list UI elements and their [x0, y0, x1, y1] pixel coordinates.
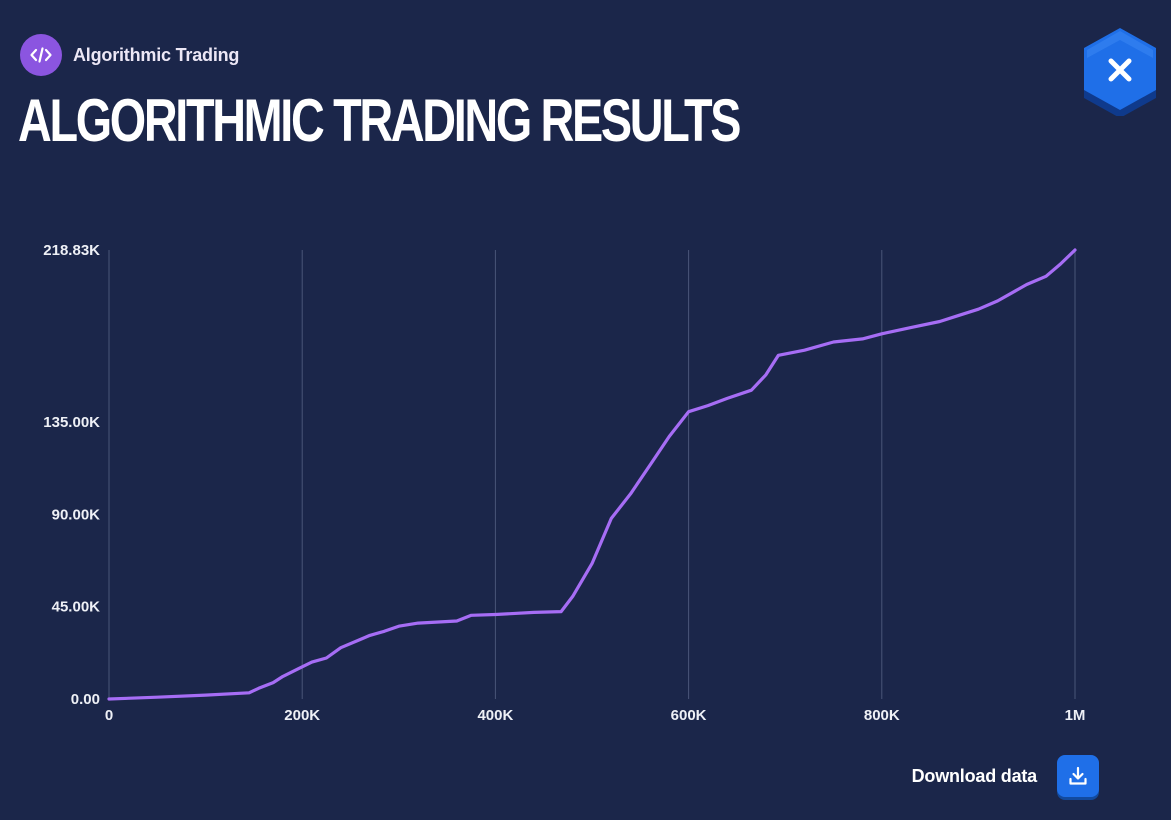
x-tick-label: 400K [477, 707, 513, 724]
category-badge: Algorithmic Trading [20, 34, 239, 76]
grid [108, 250, 1076, 699]
series [107, 248, 1077, 701]
x-tick-label: 1M [1065, 707, 1086, 724]
download-data[interactable]: Download data [912, 755, 1099, 797]
series-line [107, 248, 1077, 701]
x-axis-ticks: 0 200K 400K 600K 800K 1M [105, 707, 1086, 724]
x-tick-label: 600K [671, 707, 707, 724]
y-axis-ticks: 0.00 45.00K 90.00K 135.00K 218.83K [43, 242, 100, 708]
x-tick-label: 0 [105, 707, 113, 724]
x-tick-label: 800K [864, 707, 900, 724]
category-label: Algorithmic Trading [73, 44, 240, 65]
download-label: Download data [911, 765, 1038, 786]
y-tick-label: 0.00 [71, 691, 100, 708]
y-tick-label: 90.00K [52, 506, 101, 523]
y-tick-label: 135.00K [43, 414, 100, 431]
y-tick-label: 218.83K [43, 242, 100, 259]
close-button[interactable] [1080, 28, 1160, 118]
download-button[interactable] [1057, 755, 1099, 797]
page-title: ALGORITHMIC TRADING RESULTS [18, 87, 741, 154]
x-tick-label: 200K [284, 707, 320, 724]
close-icon [1084, 28, 1156, 118]
code-icon [20, 34, 62, 76]
y-tick-label: 45.00K [52, 599, 101, 616]
download-icon [1069, 766, 1087, 785]
